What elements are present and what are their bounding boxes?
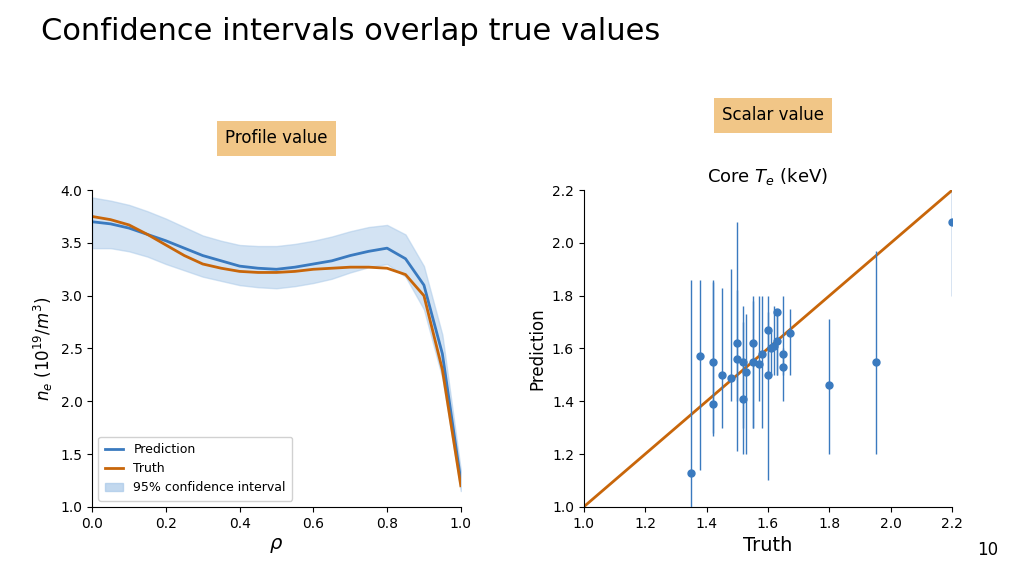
Prediction xyxy=(436,350,449,357)
Prediction xyxy=(362,248,375,255)
Truth xyxy=(455,482,467,489)
Prediction xyxy=(104,221,117,228)
Truth xyxy=(86,213,98,220)
Prediction xyxy=(399,255,412,262)
Truth xyxy=(381,265,393,272)
Prediction xyxy=(326,257,338,264)
Truth xyxy=(270,269,283,276)
Text: 10: 10 xyxy=(977,541,998,559)
Prediction xyxy=(215,257,227,264)
Text: Confidence intervals overlap true values: Confidence intervals overlap true values xyxy=(41,17,660,46)
Prediction xyxy=(86,218,98,225)
Truth xyxy=(104,216,117,223)
Prediction xyxy=(381,245,393,252)
Truth xyxy=(123,222,135,229)
X-axis label: Truth: Truth xyxy=(743,536,793,555)
Truth xyxy=(436,366,449,373)
Prediction xyxy=(178,245,190,252)
Y-axis label: $n_e \ (10^{19}/m^3)$: $n_e \ (10^{19}/m^3)$ xyxy=(32,296,55,401)
Title: Core $T_e$ (keV): Core $T_e$ (keV) xyxy=(708,166,828,187)
Prediction xyxy=(252,265,264,272)
Truth xyxy=(197,260,209,267)
Truth xyxy=(252,269,264,276)
Prediction xyxy=(141,231,154,238)
Line: Prediction: Prediction xyxy=(92,222,461,480)
Truth xyxy=(399,271,412,278)
Truth xyxy=(160,241,172,248)
Legend: Prediction, Truth, 95% confidence interval: Prediction, Truth, 95% confidence interv… xyxy=(98,437,292,501)
Text: Profile value: Profile value xyxy=(225,129,328,147)
Text: Scalar value: Scalar value xyxy=(722,106,824,124)
Prediction xyxy=(418,282,430,289)
Y-axis label: Prediction: Prediction xyxy=(528,307,546,390)
Truth xyxy=(178,252,190,259)
Truth xyxy=(215,265,227,272)
Prediction xyxy=(307,260,319,267)
Prediction xyxy=(160,237,172,244)
Truth xyxy=(344,264,356,271)
Prediction xyxy=(197,252,209,259)
Truth xyxy=(362,264,375,271)
X-axis label: $\rho$: $\rho$ xyxy=(269,536,284,555)
Prediction xyxy=(123,225,135,232)
Truth xyxy=(326,265,338,272)
Truth xyxy=(418,292,430,299)
Prediction xyxy=(344,252,356,259)
Prediction xyxy=(455,477,467,484)
Prediction xyxy=(270,266,283,273)
Truth xyxy=(289,268,301,275)
Truth xyxy=(233,268,246,275)
Truth xyxy=(141,231,154,238)
Prediction xyxy=(289,264,301,271)
Truth xyxy=(307,266,319,273)
Prediction xyxy=(233,263,246,270)
Line: Truth: Truth xyxy=(92,217,461,486)
